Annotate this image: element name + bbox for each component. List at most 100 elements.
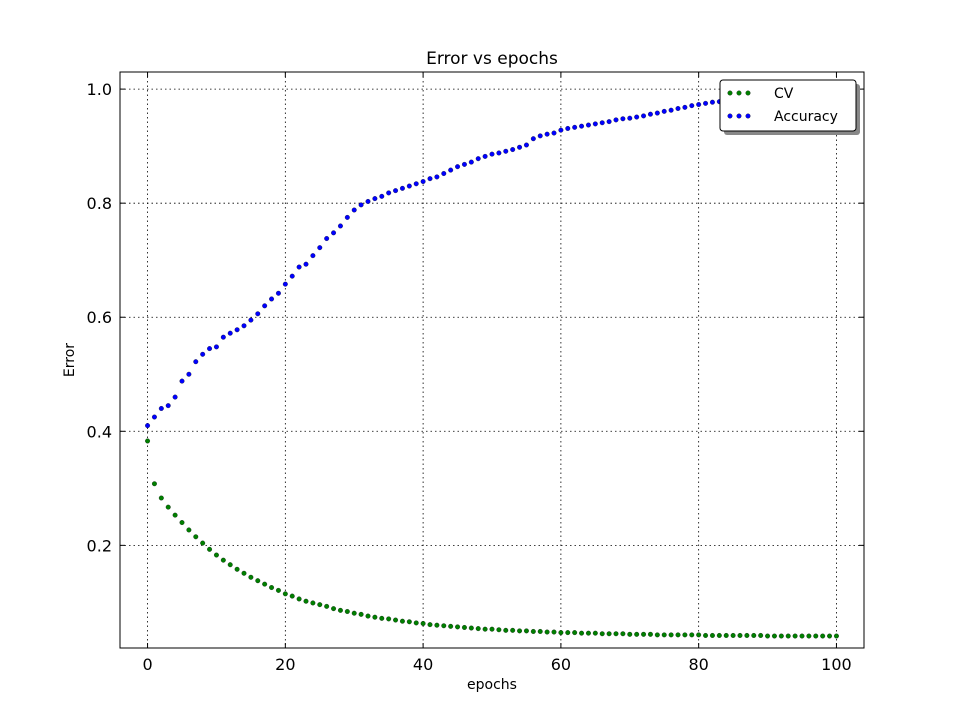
cv-point [592, 630, 598, 636]
x-axis-label: epochs [467, 677, 517, 693]
cv-point [461, 625, 467, 630]
y-tick-label: 0.4 [87, 422, 112, 441]
accuracy-point [592, 121, 598, 127]
cv-point [158, 495, 164, 501]
accuracy-point [200, 351, 206, 357]
cv-point [572, 630, 578, 636]
cv-point [496, 627, 502, 633]
cv-point [482, 626, 488, 632]
cv-point [703, 633, 709, 638]
accuracy-point [558, 127, 564, 133]
cv-point [765, 633, 771, 639]
cv-point [331, 606, 337, 612]
cv-point [579, 630, 585, 636]
accuracy-point [441, 171, 447, 176]
accuracy-point [241, 323, 247, 329]
cv-point [317, 602, 323, 608]
legend-label-accuracy: Accuracy [774, 109, 838, 125]
accuracy-point [358, 202, 364, 208]
cv-point [441, 623, 447, 629]
cv-point [213, 552, 219, 558]
accuracy-point [544, 131, 550, 137]
accuracy-point [461, 161, 467, 167]
cv-point [324, 603, 330, 609]
cv-point [751, 633, 757, 638]
cv-point [654, 632, 660, 638]
cv-point [289, 593, 295, 599]
accuracy-point [682, 104, 688, 110]
cv-point [613, 631, 619, 637]
accuracy-point [151, 414, 157, 420]
legend-box [719, 79, 857, 132]
cv-point [393, 617, 399, 623]
legend-marker-cv [727, 90, 733, 96]
cv-point [227, 562, 233, 568]
accuracy-point [406, 183, 412, 189]
cv-point [565, 630, 571, 636]
cv-point [220, 557, 226, 563]
cv-point [737, 633, 743, 638]
accuracy-point [606, 119, 612, 125]
cv-point [716, 633, 722, 638]
accuracy-point [386, 190, 392, 196]
cv-point [744, 633, 750, 638]
cv-point [365, 613, 371, 619]
cv-point [255, 578, 261, 584]
accuracy-point [193, 359, 199, 365]
cv-point [448, 623, 454, 629]
accuracy-point [255, 311, 261, 317]
cv-point [193, 534, 199, 540]
cv-point [310, 600, 316, 606]
legend-marker-accuracy [745, 113, 751, 119]
cv-point [599, 631, 605, 637]
cv-point [792, 633, 798, 639]
accuracy-point [289, 273, 295, 279]
cv-point [682, 632, 688, 638]
x-tick-label: 60 [551, 655, 571, 674]
cv-point [544, 629, 550, 635]
cv-point [503, 627, 509, 633]
cv-point [413, 620, 419, 626]
accuracy-point [207, 346, 213, 352]
cv-point [275, 587, 281, 593]
accuracy-point [179, 378, 185, 384]
cv-point [145, 438, 151, 444]
cv-point [379, 615, 385, 621]
accuracy-point [227, 330, 233, 336]
cv-point [468, 625, 474, 631]
cv-point [296, 596, 302, 602]
accuracy-point [475, 156, 481, 162]
cv-point [778, 633, 784, 639]
accuracy-point [675, 106, 681, 111]
accuracy-point [565, 126, 571, 131]
accuracy-point [661, 108, 667, 114]
accuracy-point [551, 130, 557, 136]
accuracy-point [331, 230, 337, 236]
cv-point [282, 591, 288, 597]
data-points [145, 87, 839, 639]
series-accuracy [145, 87, 839, 429]
cv-point [303, 598, 309, 604]
accuracy-point [324, 236, 330, 241]
accuracy-point [654, 110, 660, 116]
accuracy-point [186, 371, 192, 377]
accuracy-point [530, 136, 536, 142]
accuracy-point [627, 115, 633, 121]
accuracy-point [165, 403, 171, 409]
cv-point [558, 630, 564, 636]
legend: CV Accuracy [719, 79, 860, 135]
cv-point [372, 614, 378, 620]
accuracy-point [599, 120, 605, 126]
accuracy-point [344, 214, 350, 220]
accuracy-point [310, 253, 316, 259]
accuracy-point [269, 296, 275, 302]
accuracy-point [434, 174, 440, 180]
x-tick-label: 40 [413, 655, 433, 674]
cv-point [510, 627, 516, 633]
cv-point [696, 632, 702, 638]
series-cv [145, 438, 839, 639]
y-tick-label: 1.0 [87, 80, 112, 99]
accuracy-point [365, 199, 371, 204]
accuracy-point [248, 317, 254, 323]
